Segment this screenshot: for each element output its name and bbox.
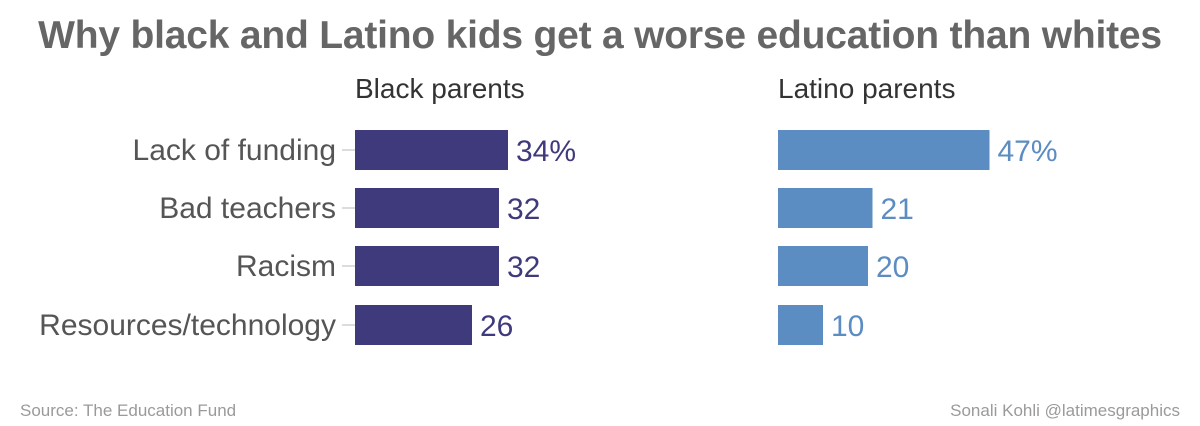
category-label: Lack of funding	[133, 134, 336, 167]
data-label: 32	[507, 251, 540, 284]
category-label: Bad teachers	[159, 192, 336, 225]
data-label: 32	[507, 193, 540, 226]
bar	[355, 188, 499, 228]
bar	[355, 246, 499, 286]
series-heading: Black parents	[355, 73, 525, 104]
data-label: 34%	[516, 135, 576, 168]
bar	[778, 130, 990, 170]
series-panel: Black parents 34% 32 32 26	[355, 73, 576, 345]
series-panel: Latino parents 47% 21 20 10	[778, 73, 1058, 345]
data-label: 20	[876, 251, 909, 284]
bar	[778, 305, 823, 345]
data-label: 26	[480, 310, 513, 343]
bar	[778, 188, 873, 228]
data-label: 47%	[998, 135, 1058, 168]
credit-note: Sonali Kohli @latimesgraphics	[950, 401, 1180, 420]
category-label: Resources/technology	[39, 309, 336, 342]
data-label: 10	[831, 310, 864, 343]
bar	[778, 246, 868, 286]
chart-title: Why black and Latino kids get a worse ed…	[38, 14, 1162, 57]
data-label: 21	[881, 193, 914, 226]
category-label: Racism	[236, 250, 336, 283]
series-heading: Latino parents	[778, 73, 955, 104]
bar	[355, 130, 508, 170]
bar	[355, 305, 472, 345]
source-note: Source: The Education Fund	[20, 401, 237, 420]
